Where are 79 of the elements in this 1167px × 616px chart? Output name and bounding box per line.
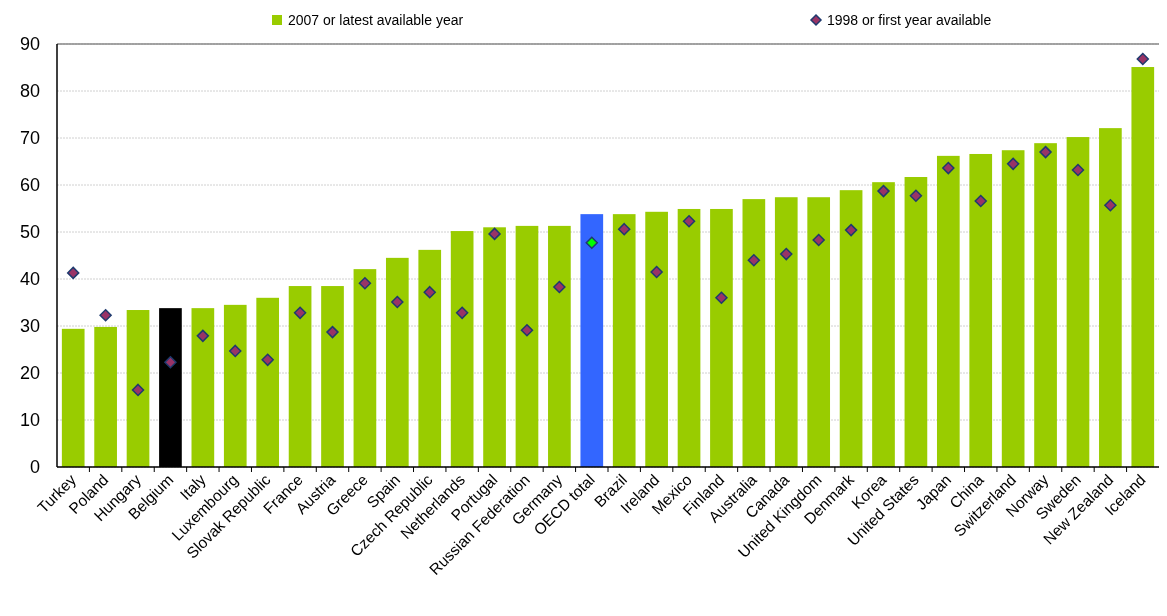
y-tick-label: 20 <box>19 363 40 384</box>
y-tick-label: 70 <box>19 128 40 149</box>
point <box>358 276 372 290</box>
bar <box>94 326 117 467</box>
point <box>1136 52 1150 66</box>
bar <box>418 249 442 467</box>
point <box>715 291 728 305</box>
point <box>196 329 210 343</box>
point <box>488 227 501 241</box>
y-tick-label: 40 <box>19 269 40 290</box>
bar <box>1131 67 1155 467</box>
point <box>1104 198 1117 212</box>
bar <box>969 153 993 467</box>
point <box>585 236 599 250</box>
point <box>293 306 307 320</box>
bar <box>612 214 636 467</box>
bar <box>515 225 539 467</box>
bar <box>1099 128 1122 467</box>
y-tick-label: 10 <box>19 410 40 431</box>
y-tick-label: 80 <box>19 81 40 102</box>
bar <box>61 328 85 467</box>
bar <box>645 211 668 467</box>
point <box>812 233 825 247</box>
bar <box>1066 137 1090 467</box>
point <box>747 253 761 267</box>
point <box>650 265 663 279</box>
y-tick-label: 50 <box>19 222 40 243</box>
point <box>974 194 987 208</box>
point <box>909 189 923 203</box>
y-tick-label: 0 <box>29 457 40 478</box>
bar <box>1001 150 1025 467</box>
point <box>261 353 274 367</box>
bar <box>256 297 280 467</box>
bar <box>677 208 701 467</box>
bar <box>1034 143 1057 467</box>
bar <box>548 225 571 467</box>
point <box>164 355 177 369</box>
bar <box>872 182 895 467</box>
point <box>455 306 469 320</box>
point <box>66 266 80 280</box>
point <box>844 223 858 237</box>
legend-label: 2007 or latest available year <box>288 11 464 28</box>
bar <box>710 208 733 467</box>
y-tick-label: 60 <box>19 175 40 196</box>
bar <box>126 310 150 467</box>
point <box>780 247 793 261</box>
point <box>942 161 955 175</box>
bar <box>839 190 863 467</box>
bar <box>321 286 344 467</box>
bar <box>191 308 215 467</box>
bar <box>385 257 409 467</box>
point <box>553 280 566 294</box>
bar <box>807 197 831 467</box>
point <box>617 222 631 236</box>
bar <box>353 269 377 467</box>
point <box>229 344 242 358</box>
point <box>1006 157 1020 171</box>
legend-label: 1998 or first year available <box>827 11 992 28</box>
point <box>1071 163 1085 177</box>
point <box>877 184 890 198</box>
bar <box>774 197 798 467</box>
bar <box>742 199 766 467</box>
y-tick-label: 90 <box>19 34 40 55</box>
y-tick-label: 30 <box>19 316 40 337</box>
bar <box>904 177 928 467</box>
point <box>391 295 404 309</box>
bar <box>936 155 960 467</box>
point <box>423 285 436 299</box>
bar <box>580 214 604 467</box>
point <box>1039 145 1052 159</box>
bar <box>223 304 247 467</box>
bar <box>483 227 506 467</box>
bar <box>288 286 312 467</box>
point <box>99 308 112 322</box>
bar <box>450 231 474 467</box>
point <box>131 383 145 397</box>
point <box>682 214 696 228</box>
point <box>520 323 534 337</box>
point <box>326 325 339 339</box>
